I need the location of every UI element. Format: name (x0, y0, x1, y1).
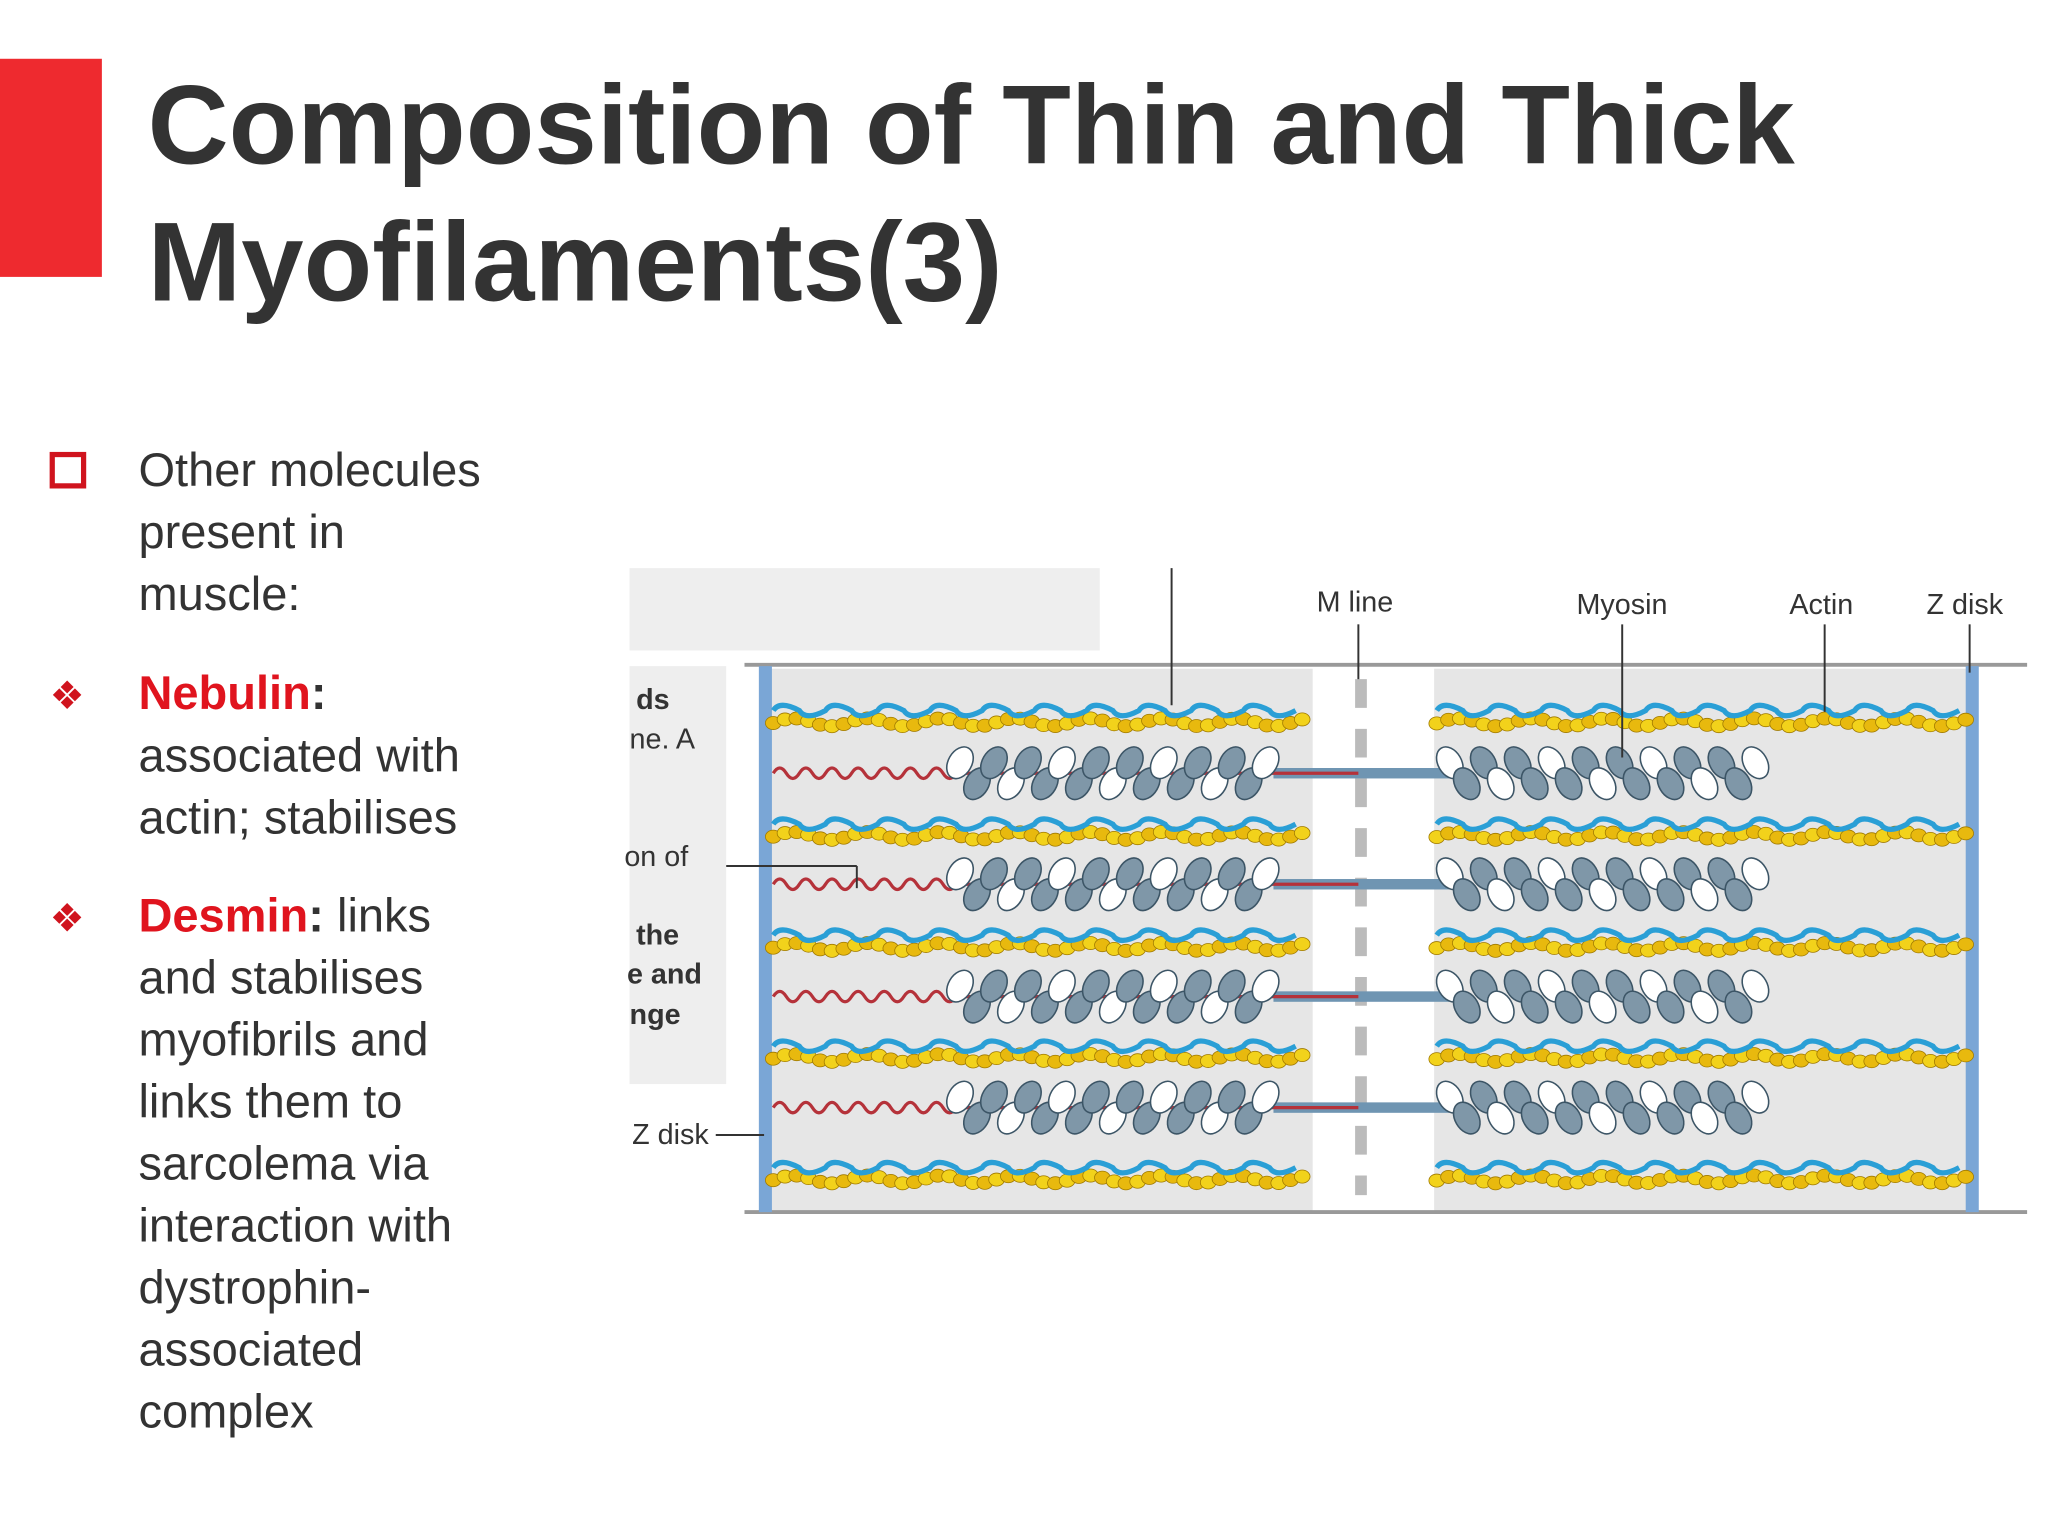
checkbox-marker (49, 451, 87, 489)
bullet-line: and stabilises (138, 950, 423, 1003)
bullet-line: myofibrils and (138, 1012, 428, 1065)
bullet-line: muscle: (138, 567, 300, 620)
z-disk (758, 666, 772, 1213)
cropped-text: ds (636, 684, 670, 716)
title-line: Myofilaments(3) (148, 198, 1003, 324)
label: Actin (1789, 589, 1853, 621)
bullet-list: Other molecules present in muscle: Nebulin:… (138, 443, 480, 1438)
title-line: Composition of Thin and Thick (148, 61, 1796, 187)
colon: : (311, 666, 327, 719)
bullet-line: complex (138, 1385, 313, 1438)
bullet-line: links them to (138, 1074, 402, 1127)
z-disk (1965, 666, 1979, 1213)
bullet-line: present in (138, 505, 344, 558)
bullet-text: links (337, 888, 431, 941)
accent-bar (0, 58, 102, 277)
bullet-line: dystrophin- (138, 1261, 371, 1314)
bullet-line: sarcolema via (138, 1136, 429, 1189)
cropped-text: e and (627, 959, 702, 991)
cropped-text: the (636, 919, 679, 951)
bullet-line: Desmin: links (138, 888, 431, 941)
term: Nebulin (138, 666, 310, 719)
label: Z disk (1927, 589, 2004, 621)
bullet-line: interaction with (138, 1198, 452, 1251)
sarcomere-diagram: M line Myosin Actin Z disk Z disk ds ne.… (624, 568, 2028, 1215)
bullet-line: associated (138, 1323, 363, 1376)
label: M line (1317, 586, 1394, 618)
diamond-marker: ❖ (50, 897, 85, 940)
label: Myosin (1576, 589, 1667, 621)
label: Z disk (632, 1119, 709, 1151)
bullet-line: actin; stabilises (138, 790, 457, 843)
bullet-line: associated with (138, 728, 459, 781)
bullet-line: Nebulin: (138, 666, 326, 719)
cropped-text: ne. A (630, 723, 696, 755)
diamond-marker: ❖ (50, 675, 85, 718)
bullet-line: Other molecules (138, 443, 480, 496)
cropped-text: on of (624, 841, 689, 873)
cropped-text: nge (630, 999, 681, 1031)
term: Desmin (138, 888, 308, 941)
colon: : (308, 888, 324, 941)
cropped-box (629, 568, 1100, 651)
cropped-box (629, 666, 727, 1085)
